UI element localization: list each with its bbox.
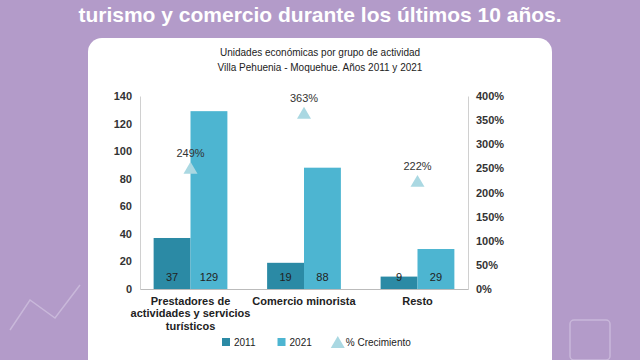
decoration [10, 285, 610, 360]
y-tick-label: 140 [114, 90, 132, 102]
legend: 2011 2021 % Crecimiento [222, 336, 411, 348]
y2-axis: 0% 50% 100% 150% 200% 250% 300% 350% 400% [468, 90, 504, 295]
data-label: 363% [290, 92, 318, 104]
y2-tick-label: 350% [476, 114, 504, 126]
y2-tick: 250% [468, 162, 504, 174]
data-label: 29 [430, 271, 442, 283]
y-tick-label: 60 [120, 200, 132, 212]
y2-tick-label: 300% [476, 138, 504, 150]
x-tick: Prestadores deactividades y serviciostur… [131, 289, 251, 332]
y-tick: 40 [120, 228, 140, 240]
growth-marker [184, 162, 198, 174]
data-label: 88 [316, 271, 328, 283]
canvas: turismo y comercio durante los últimos 1… [0, 0, 640, 360]
y-tick-label: 100 [114, 145, 132, 157]
legend-label: 2011 [234, 337, 256, 348]
y-tick-label: 40 [120, 228, 132, 240]
y-axis: 0 20 40 60 80 100 120 140 [114, 90, 141, 295]
y2-tick: 50% [468, 259, 498, 271]
x-tick: Comercio minorista [252, 289, 356, 307]
bar [267, 263, 304, 289]
growth-marker [410, 175, 424, 187]
card [88, 38, 552, 360]
legend-swatch [331, 336, 345, 348]
bar [154, 238, 191, 289]
y2-tick: 350% [468, 114, 504, 126]
y-tick: 20 [120, 255, 140, 267]
y2-tick: 300% [468, 138, 504, 150]
heading: turismo y comercio durante los últimos 1… [78, 3, 561, 26]
x-axis-line [141, 289, 469, 290]
y-tick: 60 [120, 200, 140, 212]
data-label: 37 [166, 271, 178, 283]
y-tick: 140 [114, 90, 140, 102]
growth-marker [297, 107, 311, 119]
y2-tick-label: 400% [476, 90, 504, 102]
data-label: 129 [200, 271, 218, 283]
legend-item: % Crecimiento [331, 336, 411, 348]
data-label: 222% [403, 160, 431, 172]
y-tick: 100 [114, 145, 140, 157]
y-axis-line [140, 97, 141, 290]
plot-marks [154, 107, 455, 289]
y2-tick-label: 150% [476, 211, 504, 223]
data-labels: 37 19 9 129 88 29 249% 363% 222% [166, 92, 442, 283]
legend-item: 2021 [278, 337, 313, 348]
y2-tick-label: 100% [476, 235, 504, 247]
y2-tick: 0% [468, 283, 492, 295]
y2-tick: 200% [468, 187, 504, 199]
chart-subtitle: Villa Pehuenia - Moquehue. Años 2011 y 2… [218, 62, 423, 73]
legend-item: 2011 [222, 337, 256, 348]
y-tick-label: 20 [120, 255, 132, 267]
bar [191, 111, 228, 289]
y2-tick: 100% [468, 235, 504, 247]
legend-label: % Crecimiento [346, 337, 411, 348]
x-tick-label: Comercio minorista [252, 295, 356, 307]
bar [417, 249, 454, 289]
y-tick-label: 80 [120, 173, 132, 185]
bar [304, 168, 341, 289]
legend-swatch [222, 338, 230, 346]
x-tick-label: Resto [402, 295, 433, 307]
y-tick: 120 [114, 118, 140, 130]
y2-tick: 150% [468, 211, 504, 223]
y2-tick-label: 200% [476, 187, 504, 199]
legend-swatch [278, 338, 286, 346]
y-tick: 0 [126, 283, 140, 295]
y2-tick-label: 250% [476, 162, 504, 174]
data-label: 9 [396, 271, 402, 283]
legend-label: 2021 [290, 337, 313, 348]
y2-tick-label: 0% [476, 283, 492, 295]
y-tick: 80 [120, 173, 140, 185]
y-tick-label: 0 [126, 283, 132, 295]
data-label: 19 [279, 271, 291, 283]
x-axis: Prestadores deactividades y serviciostur… [131, 289, 469, 332]
y2-axis-line [468, 97, 469, 290]
x-tick-label: Prestadores deactividades y serviciostur… [131, 295, 251, 332]
chart-title: Unidades económicas por grupo de activid… [220, 47, 420, 58]
x-tick: Resto [402, 289, 433, 307]
y2-tick: 400% [468, 90, 504, 102]
y-tick-label: 120 [114, 118, 132, 130]
data-label: 249% [176, 147, 204, 159]
y2-tick-label: 50% [476, 259, 498, 271]
